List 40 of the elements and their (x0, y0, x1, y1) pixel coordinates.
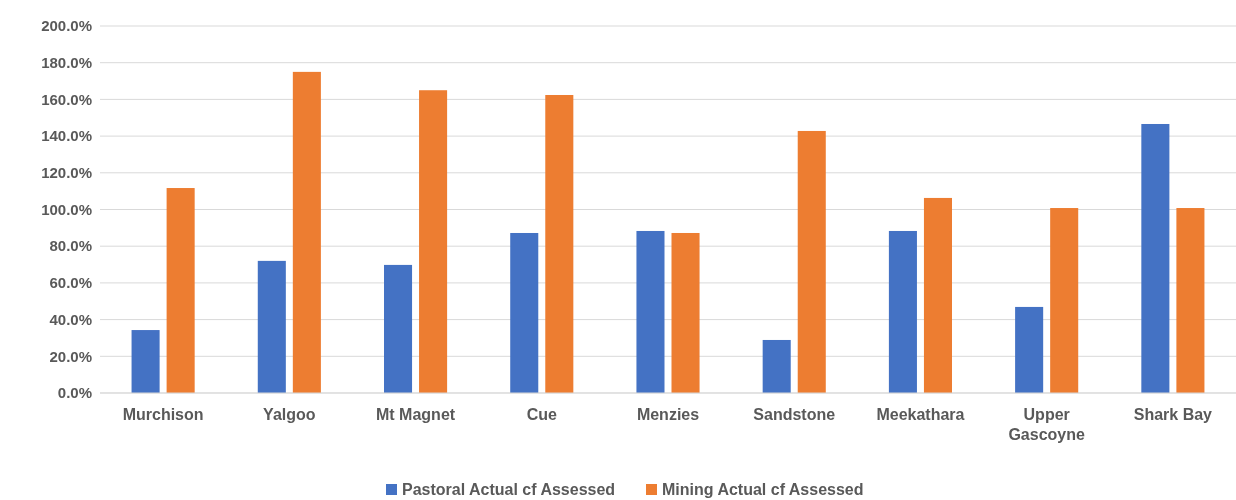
x-tick-label: Murchison (122, 406, 204, 423)
y-tick-label: 180.0% (41, 53, 92, 71)
bar (1141, 123, 1170, 393)
x-tick-label: Mt Magnet (376, 406, 456, 423)
x-tick-label: Yalgoo (263, 406, 316, 423)
bar (671, 232, 700, 393)
y-tick-label: 200.0% (41, 17, 92, 35)
bar (923, 197, 952, 393)
bar (419, 90, 448, 393)
bar (510, 232, 539, 393)
y-tick-label: 120.0% (41, 164, 92, 182)
bar (797, 130, 826, 393)
y-tick-label: 140.0% (41, 127, 92, 145)
bar (1050, 208, 1079, 393)
bar (131, 330, 160, 393)
legend-label: Mining Actual cf Assessed (662, 481, 864, 498)
y-tick-label: 40.0% (49, 310, 92, 328)
bar (888, 230, 917, 393)
bar (257, 260, 286, 393)
bar (166, 188, 195, 393)
legend-label: Pastoral Actual cf Assessed (402, 481, 616, 498)
y-tick-label: 100.0% (41, 200, 92, 218)
x-tick-label: Cue (526, 406, 557, 423)
x-tick-label: Meekathara (876, 406, 965, 423)
bar (384, 264, 413, 393)
y-tick-label: 160.0% (41, 90, 92, 108)
x-tick-label: Upper Gascoyne (1008, 406, 1086, 443)
x-tick-label: Shark Bay (1133, 406, 1213, 423)
bar (292, 71, 321, 393)
bar (545, 95, 574, 393)
bar (636, 230, 665, 393)
bar (1176, 208, 1205, 393)
bar (762, 339, 791, 393)
bar (1015, 306, 1044, 393)
y-tick-label: 60.0% (49, 274, 92, 292)
x-tick-label: Menzies (636, 406, 700, 423)
y-tick-label: 80.0% (49, 237, 92, 255)
y-tick-label: 20.0% (49, 347, 92, 365)
x-tick-label: Sandstone (753, 406, 836, 423)
y-tick-label: 0.0% (57, 384, 92, 402)
